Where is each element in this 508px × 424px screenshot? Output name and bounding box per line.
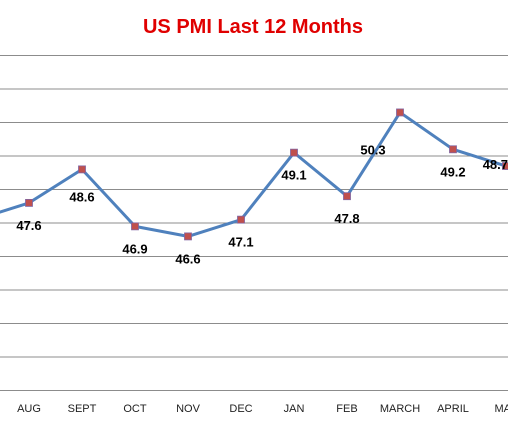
x-tick-label: FEB bbox=[336, 403, 357, 415]
data-label: 50.3 bbox=[360, 142, 385, 157]
data-point-marker bbox=[78, 165, 86, 174]
data-label: 46.6 bbox=[175, 251, 200, 266]
data-point-marker bbox=[25, 198, 33, 207]
gridlines bbox=[0, 55, 508, 391]
data-point-marker bbox=[343, 192, 351, 201]
data-point-marker bbox=[396, 108, 404, 117]
data-label: 48.7 bbox=[483, 157, 508, 172]
data-label: 47.1 bbox=[228, 235, 253, 250]
data-point-marker bbox=[290, 148, 298, 157]
data-point-marker bbox=[131, 222, 139, 231]
data-label: 47.8 bbox=[334, 211, 359, 226]
x-tick-label: AUG bbox=[17, 403, 41, 415]
x-tick-label: JAN bbox=[284, 403, 305, 415]
data-point-marker bbox=[449, 145, 457, 154]
x-axis-tick-labels: AUG SEPT OCT NOV DEC JAN FEB MARCH APRIL MAY bbox=[17, 403, 508, 415]
data-labels: 47.6 48.6 46.9 46.6 47.1 49.1 47.8 50.3 49.2 48.7 bbox=[16, 142, 508, 266]
x-tick-label: DEC bbox=[229, 403, 252, 415]
x-tick-label: MARCH bbox=[380, 403, 420, 415]
data-label: 49.2 bbox=[440, 164, 465, 179]
data-point-marker bbox=[184, 232, 192, 241]
data-point-marker bbox=[237, 215, 245, 224]
data-label: 47.6 bbox=[16, 218, 41, 233]
x-tick-label: NOV bbox=[176, 403, 201, 415]
x-tick-label: MAY bbox=[494, 403, 508, 415]
series-polyline bbox=[0, 110, 507, 238]
data-label: 48.6 bbox=[69, 189, 94, 204]
series-markers bbox=[25, 108, 508, 241]
series-line bbox=[0, 110, 507, 238]
data-point-marker bbox=[502, 162, 508, 170]
x-tick-label: OCT bbox=[123, 403, 147, 415]
chart-title: US PMI Last 12 Months bbox=[143, 16, 363, 38]
data-label: 46.9 bbox=[122, 241, 147, 256]
x-tick-label: APRIL bbox=[437, 403, 469, 415]
x-tick-label: SEPT bbox=[68, 403, 97, 415]
data-label: 49.1 bbox=[281, 168, 306, 183]
